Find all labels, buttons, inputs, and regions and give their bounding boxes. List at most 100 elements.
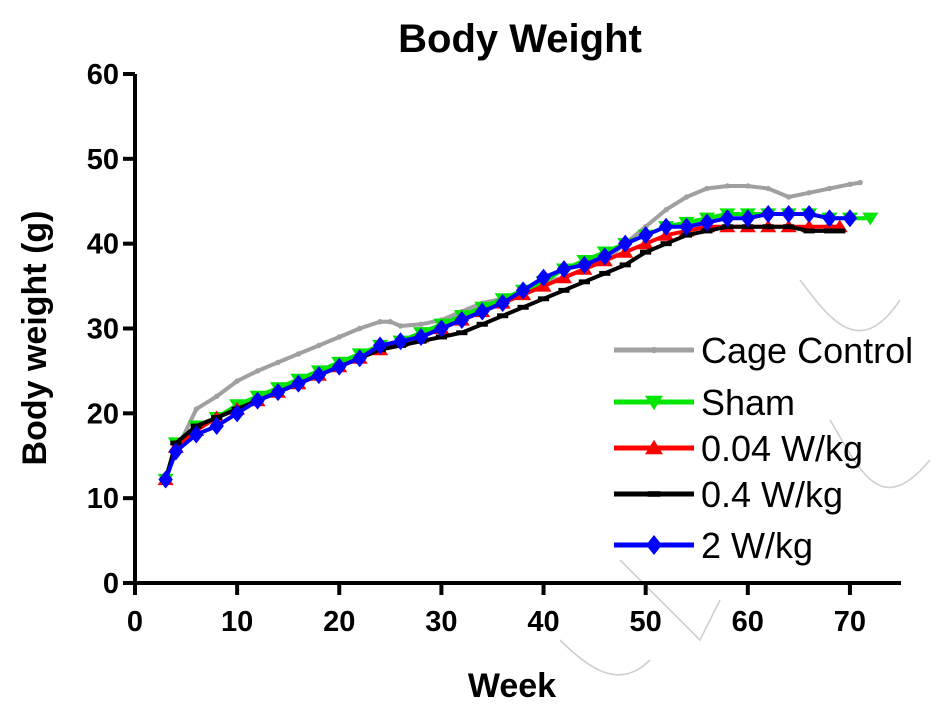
data-point — [336, 334, 342, 340]
axes: 0 10 20 30 40 50 60 70 0 10 20 30 40 50 60 — [87, 59, 901, 638]
series-layer — [157, 179, 879, 489]
data-point — [862, 212, 879, 226]
legend-label: Cage Control — [701, 330, 913, 371]
data-point — [393, 332, 408, 351]
legend-marker — [650, 346, 658, 354]
data-point — [745, 183, 751, 189]
data-point — [599, 270, 611, 276]
data-point — [356, 325, 363, 332]
chart-title: Body Weight — [398, 17, 642, 61]
data-point — [638, 226, 653, 245]
legend-marker — [645, 395, 663, 411]
data-point — [683, 194, 690, 200]
data-point — [618, 234, 633, 253]
legend-entry-0-4-w-kg: 0.4 W/kg — [614, 474, 843, 515]
data-point — [189, 425, 204, 444]
data-point — [826, 185, 833, 192]
data-point — [193, 406, 199, 412]
legend-entry-0-04-w-kg: 0.04 W/kg — [614, 428, 863, 469]
series-2-w-kg — [158, 204, 858, 489]
x-tick-label: 30 — [425, 606, 457, 638]
y-tick-label: 60 — [87, 59, 119, 91]
legend: Cage Control Sham 0.04 W/kg 0.4 W/kg 2 W/kg — [614, 330, 913, 566]
data-point — [556, 260, 572, 279]
data-point — [536, 268, 551, 287]
data-point — [275, 359, 281, 366]
data-point — [377, 319, 383, 325]
data-point — [316, 342, 322, 349]
x-tick-label: 20 — [323, 606, 355, 638]
data-point — [619, 262, 631, 268]
data-point — [270, 383, 286, 402]
data-point — [515, 281, 531, 300]
data-point — [762, 224, 774, 230]
y-tick-label: 50 — [87, 144, 119, 176]
data-point — [497, 313, 509, 319]
legend-marker — [647, 491, 661, 497]
legend-label: Sham — [701, 382, 795, 423]
data-point — [740, 209, 755, 228]
data-point — [781, 204, 796, 223]
y-tick-label: 20 — [87, 398, 119, 430]
data-point — [372, 336, 388, 355]
data-point — [537, 296, 550, 302]
y-tick-label: 30 — [87, 314, 119, 346]
data-point — [785, 194, 792, 200]
data-point — [577, 255, 592, 274]
data-point — [387, 319, 394, 325]
data-point — [663, 207, 669, 213]
data-point — [720, 209, 735, 228]
data-point — [842, 209, 858, 228]
data-point — [765, 185, 771, 192]
data-point — [397, 323, 404, 329]
data-point — [234, 378, 240, 384]
data-point — [229, 404, 245, 423]
y-tick-label: 10 — [87, 483, 119, 515]
data-point — [801, 204, 817, 223]
data-point — [724, 183, 731, 189]
legend-label: 0.04 W/kg — [701, 428, 863, 469]
data-point — [640, 249, 652, 255]
x-tick-label: 70 — [834, 606, 866, 638]
data-point — [558, 287, 570, 293]
x-tick-label: 60 — [732, 606, 764, 638]
data-point — [434, 319, 449, 338]
data-point — [214, 393, 220, 400]
data-point — [454, 311, 470, 330]
data-point — [578, 279, 590, 285]
data-point — [857, 179, 863, 186]
data-point — [209, 417, 224, 436]
legend-entry-sham: Sham — [614, 382, 795, 423]
y-tick-label: 40 — [87, 229, 119, 261]
data-point — [413, 327, 429, 346]
x-tick-label: 40 — [527, 606, 559, 638]
data-point — [475, 302, 490, 321]
data-point — [495, 294, 510, 313]
data-point — [822, 209, 837, 228]
data-point — [352, 349, 367, 368]
legend-marker — [645, 439, 663, 455]
y-tick-label: 0 — [103, 568, 119, 600]
x-axis-label: Week — [468, 667, 556, 704]
y-axis-label: Body weight (g) — [16, 211, 54, 466]
data-point — [823, 228, 836, 234]
x-tick-label: 0 — [127, 606, 143, 638]
data-point — [803, 228, 815, 234]
data-point — [699, 213, 715, 232]
data-point — [660, 241, 672, 247]
data-point — [704, 185, 710, 192]
legend-label: 0.4 W/kg — [701, 474, 843, 515]
x-tick-label: 10 — [221, 606, 253, 638]
data-point — [295, 351, 302, 357]
legend-entry-2-w-kg: 2 W/kg — [614, 525, 813, 566]
data-point — [158, 470, 173, 489]
legend-entry-cage-control: Cage Control — [614, 330, 913, 371]
data-point — [679, 217, 694, 236]
data-point — [476, 321, 488, 327]
legend-marker — [646, 535, 662, 555]
data-point — [761, 204, 776, 223]
data-point — [332, 357, 347, 376]
data-point — [517, 304, 529, 310]
data-point — [658, 217, 674, 236]
